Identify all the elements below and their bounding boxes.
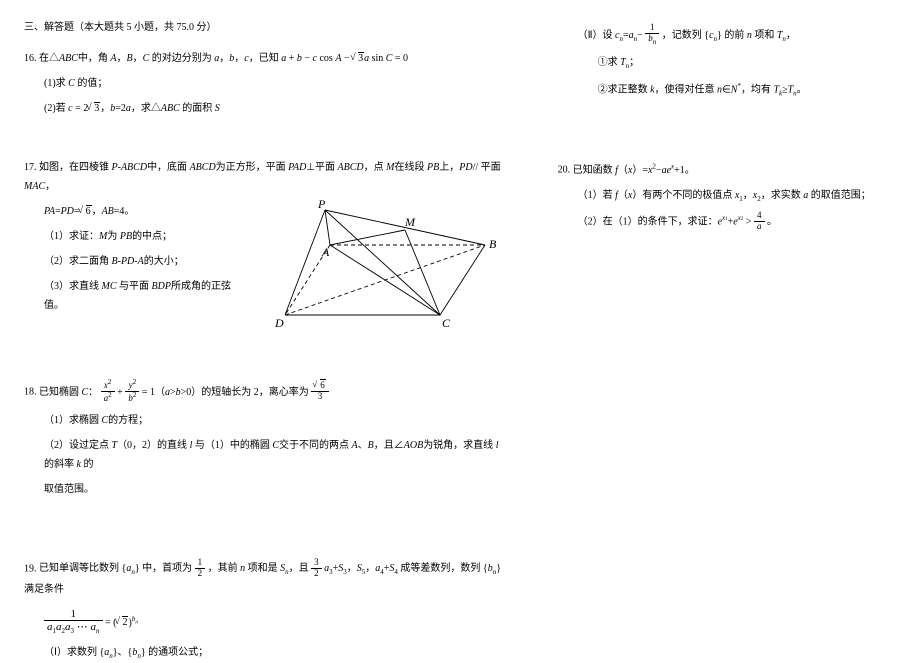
- q18-num: 18.: [24, 387, 37, 398]
- q18-sub2: （2）设过定点 T（0，2）的直线 l 与（1）中的椭圆 C交于不同的两点 A、…: [44, 436, 510, 474]
- q20-sub1: （1）若 f（x）有两个不同的极值点 x1，x2，求实数 a 的取值范围；: [578, 186, 896, 206]
- q17-figure: P A B C D M: [270, 200, 500, 330]
- q16-stem: 在△ABC中，角 A，B，C 的对边分别为 a，b，c，已知 a + b − c…: [39, 53, 408, 64]
- q19-II-2: ②求正整数 k，使得对任意 n∈N*，均有 Tk≥Tn。: [598, 80, 896, 101]
- q19-num: 19.: [24, 563, 37, 574]
- q20-stem: 已知函数 f（x）=x2−aex+1。: [573, 165, 695, 176]
- q20-sub2: （2）在（1）的条件下，求证：ex1+ex2 > 4a 。: [578, 212, 896, 233]
- q16-num: 16.: [24, 53, 37, 64]
- q19-II-1: ①求 Tn；: [598, 53, 896, 73]
- q17-num: 17.: [24, 162, 37, 173]
- problem-17: 17. 如图，在四棱锥 P-ABCD中，底面 ABCD为正方形，平面 PAD⊥平…: [24, 158, 510, 340]
- fig-label-B: B: [489, 237, 497, 251]
- problem-16: 16. 在△ABC中，角 A，B，C 的对边分别为 a，b，c，已知 a + b…: [24, 49, 510, 118]
- fig-label-D: D: [274, 316, 284, 330]
- fig-label-M: M: [404, 215, 416, 229]
- q16-sub2: (2)若 c = 23，b=2a，求△ABC 的面积 S: [44, 99, 510, 118]
- q20-num: 20.: [558, 165, 571, 176]
- q19-stem: 已知单调等比数列 {an} 中，首项为 12 ，其前 n 项和是 Sn，且 32…: [24, 563, 501, 594]
- q18-sub2-line2: 取值范围。: [44, 480, 510, 499]
- q17-stem: 如图，在四棱锥 P-ABCD中，底面 ABCD为正方形，平面 PAD⊥平面 AB…: [24, 162, 501, 192]
- fig-label-A: A: [321, 245, 330, 259]
- problem-20: 20. 已知函数 f（x）=x2−aex+1。 （1）若 f（x）有两个不同的极…: [558, 160, 896, 232]
- q18-sub1: （1）求椭圆 C的方程；: [44, 411, 510, 430]
- q19-II: （Ⅱ）设 cn=an− 1bn ，记数列 {cn} 的前 n 项和 Tn，: [578, 24, 896, 47]
- q19-subI: （Ⅰ）求数列 {an}、{bn} 的通项公式；: [44, 643, 510, 663]
- fig-label-C: C: [442, 316, 451, 330]
- fig-label-P: P: [317, 200, 326, 211]
- section-title: 三、解答题（本大题共 5 小题，共 75.0 分）: [24, 18, 510, 37]
- q18-stem: 已知椭圆 C： x2a2 + y2b2 = 1（a>b>0）的短轴长为 2，离心…: [39, 387, 329, 398]
- q19-eq: 1 a1a2a3 ⋯ an = (2)bn: [44, 609, 510, 637]
- q16-sub1: (1)求 C 的值；: [44, 74, 510, 93]
- problem-19: 19. 已知单调等比数列 {an} 中，首项为 12 ，其前 n 项和是 Sn，…: [24, 559, 510, 663]
- problem-18: 18. 已知椭圆 C： x2a2 + y2b2 = 1（a>b>0）的短轴长为 …: [24, 380, 510, 499]
